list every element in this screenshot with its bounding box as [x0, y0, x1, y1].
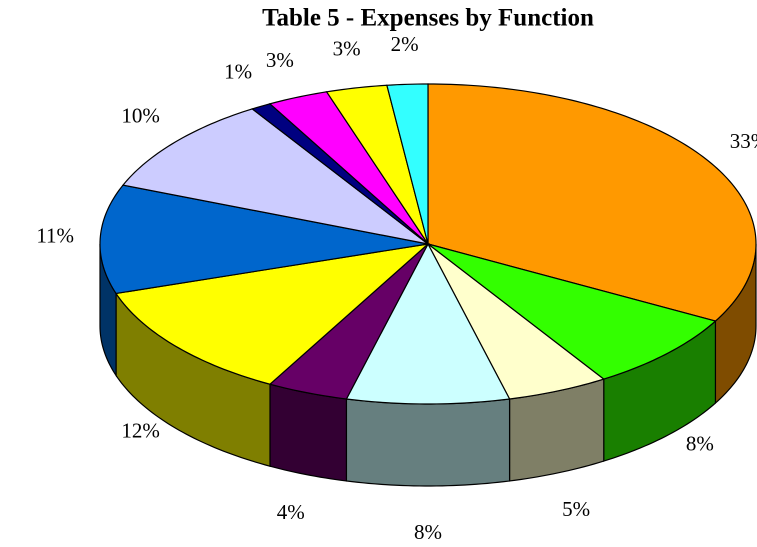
slice — [427, 243, 717, 380]
slice — [268, 243, 429, 400]
data-label: 4% — [277, 500, 305, 524]
data-label: 10% — [121, 104, 160, 128]
data-label: 11% — [36, 224, 74, 248]
data-label: 12% — [121, 418, 160, 442]
slice — [121, 108, 429, 245]
data-label: 8% — [686, 431, 714, 455]
slice — [345, 242, 511, 405]
data-label: 3% — [266, 48, 294, 72]
slice — [386, 83, 429, 245]
slice — [427, 83, 757, 322]
data-label: 3% — [333, 37, 361, 61]
slice — [325, 84, 429, 245]
slice — [115, 243, 430, 385]
sides — [99, 243, 757, 487]
data-label: 2% — [391, 32, 419, 56]
data-label: 8% — [414, 520, 442, 544]
data-label: 1% — [224, 59, 252, 83]
data-label: 5% — [562, 497, 590, 521]
data-label: 33% — [730, 129, 757, 153]
slice — [427, 243, 606, 400]
slice — [99, 184, 429, 295]
labels: 33% 8% 5% 8% 4% 12% 11% 10% 1% 3% 3% 2% — [36, 32, 757, 544]
chart-title: Table 5 - Expenses by Function — [262, 5, 594, 32]
slice-side — [269, 383, 348, 482]
slice — [268, 91, 429, 245]
slice-side — [345, 398, 511, 487]
tops — [99, 83, 757, 405]
